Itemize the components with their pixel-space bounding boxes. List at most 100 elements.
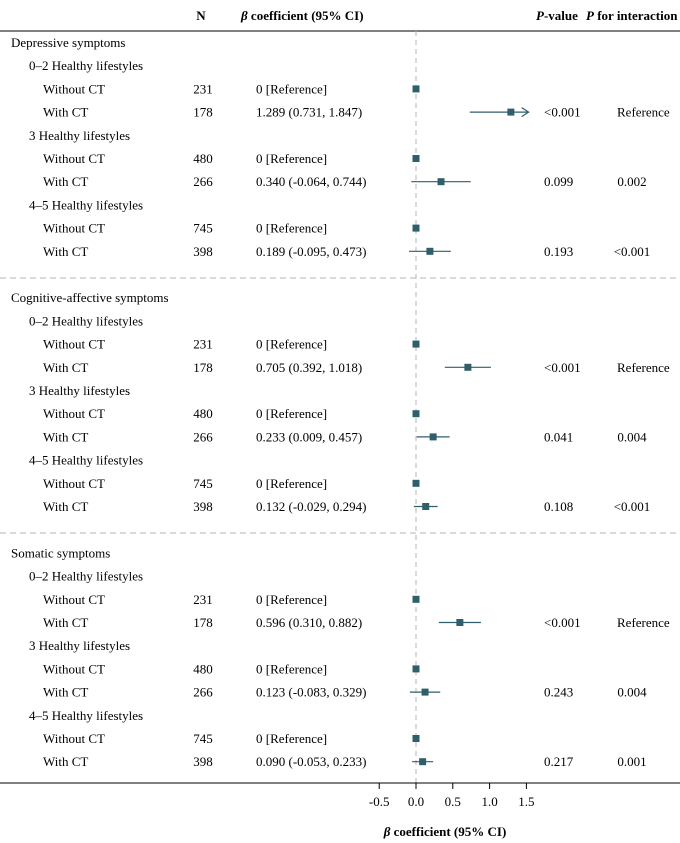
row-p-interaction: 0.004 [617,429,647,444]
row-n: 398 [193,754,213,769]
row-coefficient: 0 [Reference] [256,592,327,607]
x-tick-label: 1.5 [518,794,534,809]
table-row: Without CT 480 0 [Reference] [43,406,420,421]
row-coefficient: 0 [Reference] [256,221,327,236]
row-p-value: 0.041 [544,429,573,444]
x-tick-label: -0.5 [369,794,390,809]
table-row: Without CT 745 0 [Reference] [43,221,420,236]
x-tick-label: 0.5 [445,794,461,809]
row-p-value: <0.001 [544,360,581,375]
table-row: With CT 178 1.289 (0.731, 1.847) <0.001 Refe… [43,105,670,120]
header-beta-text: coefficient (95% CI) [248,8,364,23]
point-estimate-marker [437,178,445,186]
header-n: N [196,8,206,23]
point-estimate-marker [426,247,434,255]
group-label: 0–2 Healthy lifestyles [29,313,143,328]
x-axis: -0.5 0.0 0.5 1.0 1.5 [369,782,535,809]
table-row: Without CT 231 0 [Reference] [43,592,420,607]
point-estimate-marker [412,735,420,742]
table-row: With CT 266 0.123 (-0.083, 0.329) 0.243 0.00… [43,685,647,700]
point-estimate-marker [422,503,430,510]
row-p-value: 0.099 [544,174,573,189]
table-row: With CT 266 0.233 (0.009, 0.457) 0.041 0.004 [43,429,647,444]
header-p-symbol: P [536,8,545,23]
row-coefficient: 0 [Reference] [256,81,327,96]
table-row: Without CT 231 0 [Reference] [43,81,420,96]
point-estimate-marker [412,85,420,93]
group-label: 0–2 Healthy lifestyles [29,569,143,584]
row-label: With CT [43,105,88,120]
row-label: Without CT [43,592,105,607]
row-coefficient: 0.090 (-0.053, 0.233) [256,754,367,769]
point-estimate-marker [412,155,420,162]
section-title: Depressive symptoms [11,35,125,50]
group-label: 3 Healthy lifestyles [29,128,130,143]
row-p-interaction: <0.001 [614,499,651,514]
row-n: 745 [193,476,213,491]
header-beta: β coefficient (95% CI) [240,8,364,23]
point-estimate-marker [412,595,420,603]
row-label: Without CT [43,476,105,491]
x-tick-label: 1.0 [481,794,497,809]
row-n: 178 [193,360,213,375]
row-label: Without CT [43,406,105,421]
point-estimate-marker [456,619,464,626]
row-coefficient: 0.705 (0.392, 1.018) [256,360,362,375]
row-coefficient: 0 [Reference] [256,476,327,491]
group-label: 3 Healthy lifestyles [29,383,130,398]
point-estimate-marker [412,340,420,348]
row-label: With CT [43,754,88,769]
row-label: With CT [43,244,88,259]
row-n: 398 [193,499,213,514]
header-p-interaction: P for interaction [586,8,678,23]
row-coefficient: 0 [Reference] [256,151,327,166]
row-n: 480 [193,661,213,676]
table-row: With CT 398 0.090 (-0.053, 0.233) 0.217 0.00… [43,754,647,769]
point-estimate-marker [429,433,437,441]
row-label: With CT [43,360,88,375]
row-n: 178 [193,615,213,630]
row-coefficient: 0.189 (-0.095, 0.473) [256,244,367,259]
row-p-interaction: Reference [617,105,670,120]
row-p-interaction: Reference [617,360,670,375]
table-row: With CT 398 0.132 (-0.029, 0.294) 0.108 <0.0… [43,499,650,514]
row-label: With CT [43,499,88,514]
table-row: With CT 178 0.705 (0.392, 1.018) <0.001 Refe… [43,360,670,375]
header-pint-text: for interaction [594,8,678,23]
forest-section: Cognitive-affective symptoms 0–2 Healthy … [11,290,670,514]
row-label: Without CT [43,151,105,166]
table-row: Without CT 480 0 [Reference] [43,661,420,676]
x-tick-label: 0.0 [408,794,424,809]
row-coefficient: 0.233 (0.009, 0.457) [256,429,362,444]
x-axis-title: β coefficient (95% CI) [383,824,507,839]
point-estimate-marker [412,479,420,487]
row-n: 266 [193,429,213,444]
row-coefficient: 0 [Reference] [256,731,327,746]
point-estimate-marker [464,363,472,371]
table-row: With CT 266 0.340 (-0.064, 0.744) 0.099 0.00… [43,174,647,189]
row-n: 266 [193,685,213,700]
row-n: 231 [193,592,213,607]
row-label: Without CT [43,337,105,352]
row-n: 266 [193,174,213,189]
row-p-interaction: 0.002 [617,174,646,189]
row-label: With CT [43,615,88,630]
x-axis-title-symbol: β [383,824,391,839]
row-p-interaction: 0.001 [617,754,646,769]
row-n: 231 [193,81,213,96]
group-label: 4–5 Healthy lifestyles [29,453,143,468]
row-p-value: 0.108 [544,499,573,514]
row-n: 745 [193,221,213,236]
row-coefficient: 1.289 (0.731, 1.847) [256,105,362,120]
group-label: 4–5 Healthy lifestyles [29,708,143,723]
header-p-value: P-value [536,8,578,23]
header-pint-symbol: P [586,8,595,23]
table-row: Without CT 480 0 [Reference] [43,151,420,166]
row-label: With CT [43,174,88,189]
row-p-value: 0.217 [544,754,574,769]
table-row: Without CT 745 0 [Reference] [43,731,420,746]
row-coefficient: 0.340 (-0.064, 0.744) [256,174,367,189]
x-axis-title-text: coefficient (95% CI) [390,824,506,839]
ci-arrow [521,107,530,118]
point-estimate-marker [412,665,420,673]
